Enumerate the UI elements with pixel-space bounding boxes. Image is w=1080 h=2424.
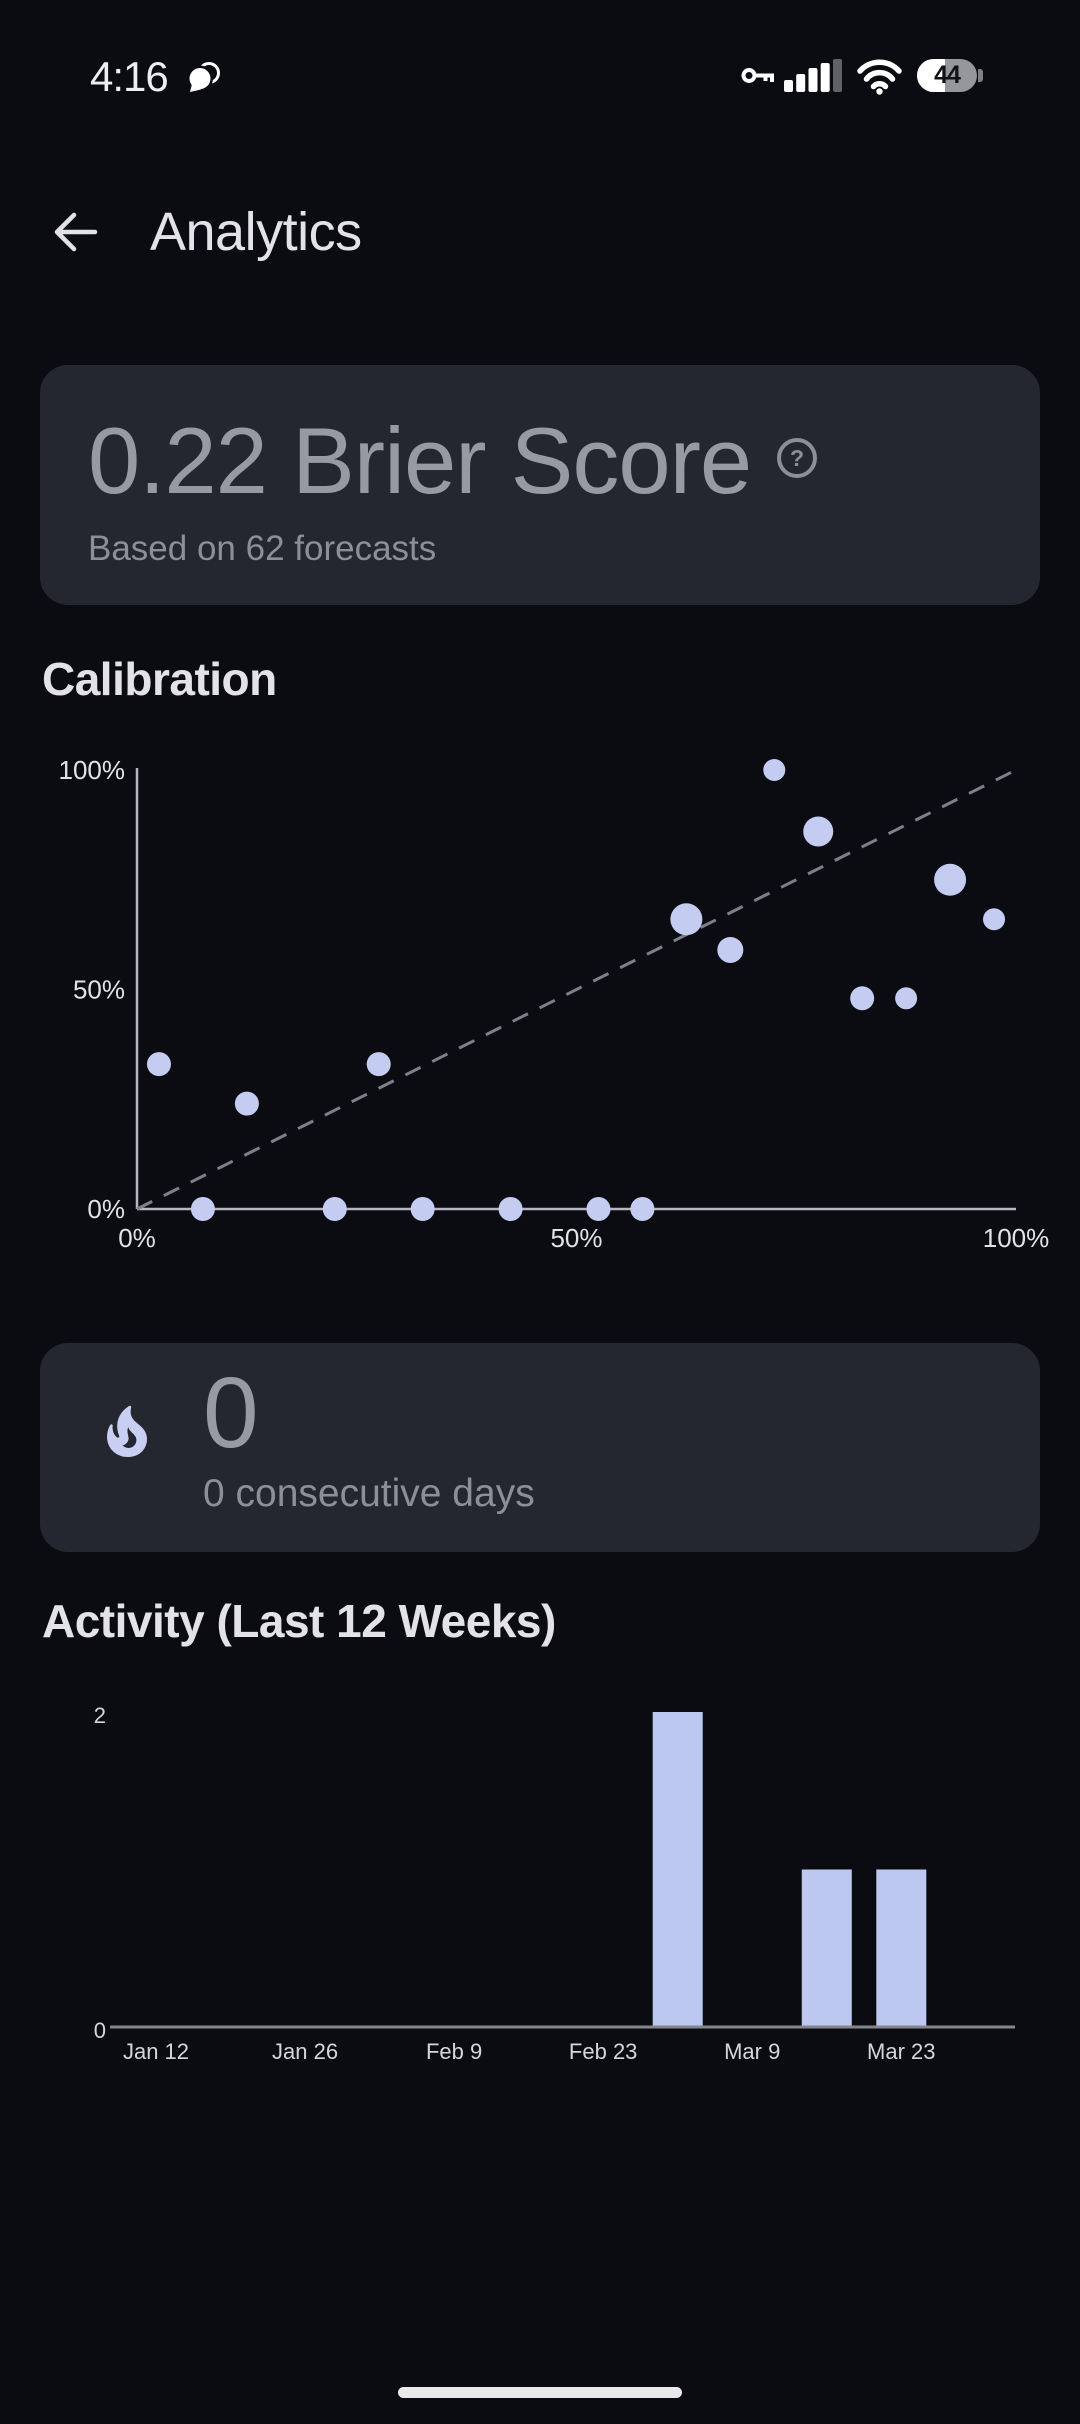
calibration-point (763, 759, 786, 781)
activity-x-tick-label: Feb 9 (426, 2039, 482, 2064)
activity-y-tick-label: 2 (94, 1703, 106, 1728)
activity-y-tick-label: 0 (94, 2018, 106, 2043)
vpn-key-icon (741, 68, 774, 83)
battery-fill-level (917, 59, 945, 92)
calibration-point (983, 908, 1006, 931)
calibration-y-tick-label: 100% (59, 755, 126, 785)
streak-caption: 0 consecutive days (203, 1472, 535, 1515)
activity-x-tick-label: Feb 23 (569, 2039, 638, 2064)
activity-x-tick-label: Jan 26 (272, 2039, 338, 2064)
activity-heading: Activity (Last 12 Weeks) (42, 1595, 556, 1647)
activity-bar (801, 1869, 852, 2027)
calibration-point (498, 1197, 523, 1221)
activity-x-tick-label: Mar 9 (724, 2039, 780, 2064)
activity-bar (876, 1869, 927, 2027)
calibration-point (803, 816, 834, 847)
calibration-point (630, 1197, 655, 1221)
brier-score-headline: 0.22 Brier Score (88, 408, 752, 513)
cell-signal-icon (784, 59, 842, 92)
calibration-point (322, 1197, 347, 1221)
home-indicator[interactable] (398, 2387, 682, 2398)
calibration-point (717, 936, 744, 963)
calibration-point (146, 1052, 171, 1077)
calibration-chart: 0% 50% 100% 0% 50% 100% (59, 755, 1050, 1253)
back-button[interactable] (46, 204, 102, 260)
battery-indicator: 44 (917, 59, 983, 92)
calibration-heading: Calibration (42, 653, 277, 705)
brier-score-subtitle: Based on 62 forecasts (88, 529, 437, 568)
calibration-x-tick-label: 50% (550, 1223, 602, 1253)
calibration-y-tick-label: 50% (73, 975, 125, 1005)
calibration-point (366, 1052, 391, 1077)
calibration-point (190, 1197, 215, 1221)
streak-count: 0 (203, 1357, 259, 1469)
wifi-icon (857, 59, 902, 95)
calibration-x-tick-label: 100% (983, 1223, 1050, 1253)
calibration-point (934, 863, 967, 896)
battery-cap (978, 69, 983, 82)
calibration-point (410, 1197, 435, 1221)
question-mark-glyph: ? (789, 444, 805, 471)
brier-score-card: 0.22 Brier Score ? Based on 62 forecasts (40, 365, 1040, 605)
streak-card: 0 0 consecutive days (40, 1343, 1040, 1552)
activity-bar (652, 1712, 703, 2027)
status-time: 4:16 (90, 53, 169, 100)
perfect-calibration-line (136, 768, 1017, 1211)
calibration-point (586, 1197, 611, 1221)
page-title: Analytics (150, 202, 362, 262)
calibration-point (895, 987, 918, 1010)
help-icon[interactable]: ? (777, 438, 817, 478)
calibration-y-tick-label: 0% (87, 1194, 125, 1224)
calibration-point (850, 986, 875, 1011)
battery-body (917, 59, 977, 92)
flame-icon (107, 1405, 147, 1458)
calibration-x-tick-label: 0% (118, 1223, 156, 1253)
activity-x-tick-label: Jan 12 (123, 2039, 189, 2064)
message-notification-icon (187, 62, 220, 92)
calibration-point (234, 1091, 259, 1116)
calibration-point (670, 903, 703, 936)
activity-x-tick-label: Mar 23 (867, 2039, 935, 2064)
battery-percent: 44 (934, 61, 961, 89)
activity-chart: 0 2 Jan 12 Jan 26 Feb 9 Feb 23 Mar 9 Mar 23 (94, 1703, 1015, 2064)
arrow-left-icon (54, 212, 98, 252)
